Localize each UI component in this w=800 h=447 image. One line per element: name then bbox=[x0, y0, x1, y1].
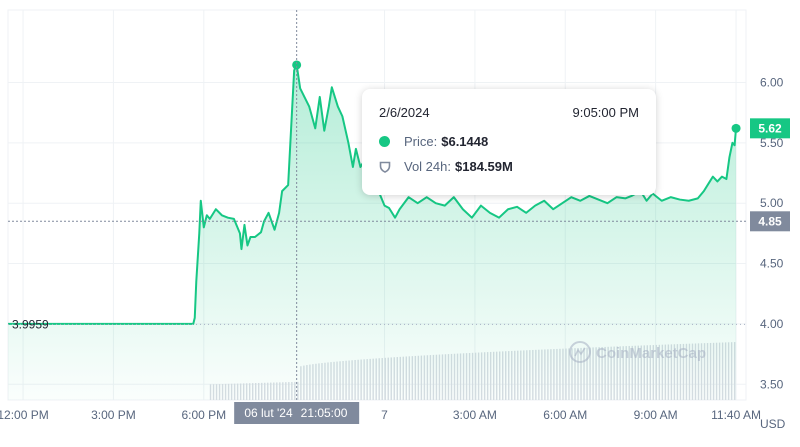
y-tick-label: 5.50 bbox=[760, 136, 784, 150]
coinmarketcap-logo-icon bbox=[569, 341, 591, 363]
crosshair-date-label: 06 lut '24 bbox=[244, 406, 293, 420]
x-tick-label: 9:00 AM bbox=[634, 408, 678, 422]
current-price-box bbox=[750, 118, 790, 139]
tooltip-volume-key: Vol 24h: bbox=[404, 159, 451, 174]
x-tick-label: 11:40 AM bbox=[711, 408, 761, 422]
tooltip-price-key: Price: bbox=[404, 134, 438, 149]
price-tooltip: 2/6/2024 9:05:00 PM Price: $6.1448 Vol 2… bbox=[362, 89, 656, 195]
tooltip-volume-value: $184.59M bbox=[455, 159, 513, 174]
tooltip-date: 2/6/2024 bbox=[379, 105, 430, 120]
crosshair-time-label: 21:05:00 bbox=[301, 406, 348, 420]
x-tick-label: 6:00 AM bbox=[543, 408, 587, 422]
axes: 5.62 4.85 06 lut '24 21:05:00 bbox=[234, 118, 790, 424]
tooltip-time: 9:05:00 PM bbox=[572, 105, 640, 120]
watermark-text: CoinMarketCap bbox=[596, 345, 706, 362]
y-tick-label: 4.00 bbox=[760, 317, 784, 331]
current-point-marker bbox=[731, 123, 741, 133]
axis-labels: 3.50 4.00 4.50 5.00 5.50 6.00 12:00 PM 3:00 PM 6… bbox=[0, 75, 786, 431]
x-tick-label: 3:00 AM bbox=[453, 408, 497, 422]
x-tick-label: 3:00 PM bbox=[91, 408, 136, 422]
tooltip-price-value: $6.1448 bbox=[441, 134, 489, 149]
current-price-label: 5.62 bbox=[758, 121, 782, 135]
x-tick-label: 6:00 PM bbox=[181, 408, 226, 422]
watermark: CoinMarketCap bbox=[569, 341, 706, 363]
x-tick-label: 7 bbox=[381, 408, 388, 422]
hover-point-marker bbox=[292, 60, 302, 70]
y-tick-label: 5.00 bbox=[760, 196, 784, 210]
reference-lines bbox=[8, 10, 746, 400]
price-area bbox=[8, 64, 737, 401]
y-tick-label: 4.50 bbox=[760, 257, 784, 271]
y-tick-label: 6.00 bbox=[760, 75, 784, 89]
volume-shield-icon bbox=[379, 161, 391, 173]
y-tick-label: 3.50 bbox=[760, 377, 784, 391]
tooltip-price-row: Price: $6.1448 bbox=[379, 134, 488, 149]
crosshair-time-box bbox=[234, 402, 360, 424]
currency-label: USD bbox=[760, 417, 786, 431]
price-area-fill bbox=[8, 64, 737, 401]
open-price-label: 3.9959 bbox=[12, 317, 49, 331]
x-tick-label: 12:00 PM bbox=[0, 408, 49, 422]
price-line bbox=[8, 60, 741, 325]
crosshair-price-label: 4.85 bbox=[758, 214, 782, 228]
crosshair-price-box bbox=[750, 211, 790, 232]
price-dot-icon bbox=[379, 136, 390, 147]
tooltip-volume-row: Vol 24h: $184.59M bbox=[379, 159, 513, 174]
coinmarketcap-logo-mark bbox=[574, 347, 586, 357]
price-line-path bbox=[8, 63, 738, 325]
